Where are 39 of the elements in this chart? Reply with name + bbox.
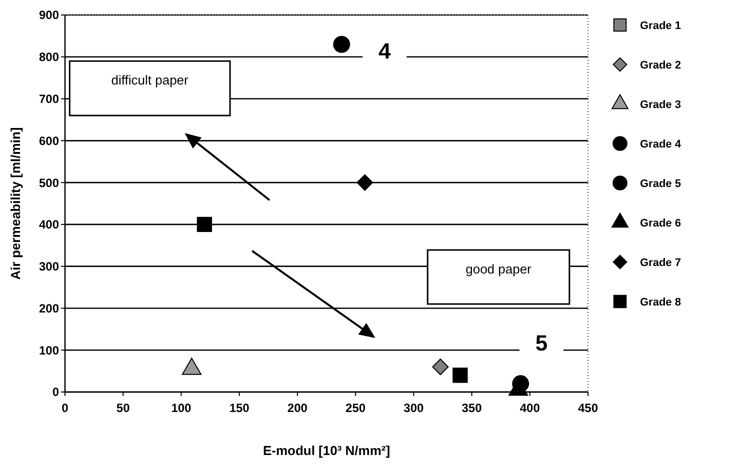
y-tick-label: 800 [38, 50, 60, 64]
legend-label: Grade 5 [640, 178, 681, 190]
x-tick-label: 200 [287, 401, 308, 415]
x-tick-label: 50 [116, 401, 130, 415]
point [333, 36, 350, 53]
x-tick-label: 150 [229, 401, 250, 415]
point [356, 174, 374, 191]
legend-label: Grade 8 [640, 296, 681, 308]
x-tick-label: 400 [520, 401, 540, 415]
x-tick-label: 300 [404, 401, 424, 415]
x-tick-label: 100 [171, 401, 192, 415]
point [432, 358, 449, 376]
legend-label: Grade 4 [640, 138, 682, 150]
legend-label: Grade 3 [640, 98, 681, 111]
y-tick-label: 900 [38, 8, 60, 22]
y-axis-title: Air permeability [ml/min] [8, 127, 23, 280]
point [196, 216, 212, 232]
annotation: 5 [535, 330, 548, 356]
x-tick-label: 0 [62, 401, 69, 415]
annotation: 4 [378, 38, 392, 64]
y-tick-label: 0 [52, 385, 60, 400]
x-tick-label: 450 [578, 401, 598, 415]
y-tick-label: 100 [38, 343, 60, 358]
legend-label: Grade 1 [640, 20, 681, 32]
annotation: good paper [466, 261, 532, 276]
x-axis-title: E-modul [10³ N/mm²] [262, 443, 390, 458]
point [452, 368, 468, 383]
y-tick-label: 500 [38, 176, 60, 190]
y-tick-label: 700 [38, 92, 60, 106]
legend-label: Grade 6 [640, 217, 681, 230]
legend-label: Grade 7 [640, 256, 681, 269]
annotation: difficult paper [111, 72, 190, 88]
legend-label: Grade 2 [640, 59, 681, 72]
x-tick-label: 350 [462, 401, 482, 415]
y-tick-label: 400 [38, 218, 60, 232]
y-tick-label: 200 [38, 301, 60, 316]
x-tick-label: 250 [346, 401, 366, 415]
y-tick-label: 600 [38, 134, 60, 148]
y-tick-label: 300 [38, 260, 60, 274]
